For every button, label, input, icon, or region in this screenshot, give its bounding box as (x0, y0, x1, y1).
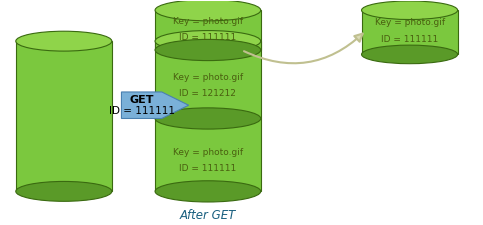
FancyArrowPatch shape (244, 34, 363, 63)
Text: ID = 121212: ID = 121212 (180, 89, 236, 98)
Ellipse shape (155, 31, 261, 52)
Polygon shape (155, 10, 261, 50)
Ellipse shape (155, 0, 261, 21)
Text: ID = 111111: ID = 111111 (381, 35, 438, 44)
Text: ID = 111111: ID = 111111 (179, 33, 237, 42)
Polygon shape (121, 92, 189, 119)
Polygon shape (16, 41, 112, 191)
Text: Key = photo.gif: Key = photo.gif (173, 17, 243, 26)
Text: Key = photo.gif: Key = photo.gif (173, 73, 243, 82)
Polygon shape (155, 41, 261, 191)
Ellipse shape (362, 45, 457, 64)
Ellipse shape (362, 1, 457, 20)
Polygon shape (362, 10, 457, 54)
Text: Key = photo.gif: Key = photo.gif (374, 18, 445, 27)
Ellipse shape (155, 39, 261, 61)
Ellipse shape (155, 108, 261, 129)
Ellipse shape (16, 31, 112, 51)
Text: ID = 111111: ID = 111111 (109, 106, 175, 116)
Ellipse shape (155, 181, 261, 202)
Text: ID = 111111: ID = 111111 (179, 164, 237, 173)
Text: After GET: After GET (180, 209, 236, 222)
Text: GET: GET (129, 95, 154, 105)
Text: Key = photo.gif: Key = photo.gif (173, 148, 243, 157)
Ellipse shape (16, 181, 112, 201)
